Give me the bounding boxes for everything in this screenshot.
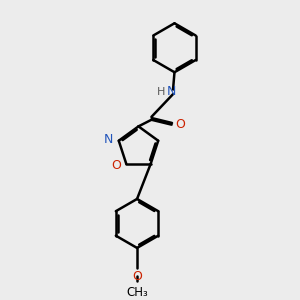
- Text: N: N: [104, 133, 114, 146]
- Text: H: H: [157, 87, 165, 97]
- Text: O: O: [176, 118, 185, 131]
- Text: O: O: [132, 270, 142, 283]
- Text: O: O: [111, 159, 121, 172]
- Text: CH₃: CH₃: [126, 286, 148, 299]
- Text: N: N: [167, 85, 176, 98]
